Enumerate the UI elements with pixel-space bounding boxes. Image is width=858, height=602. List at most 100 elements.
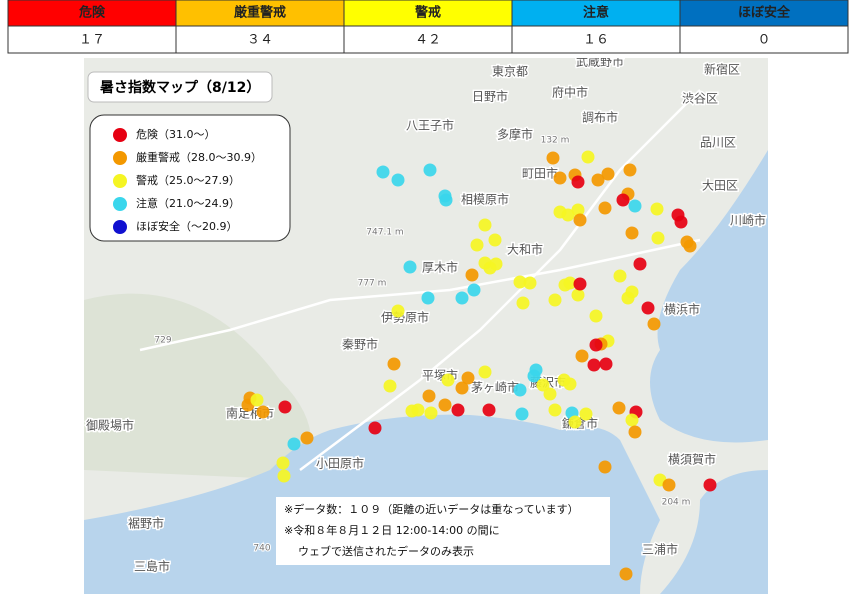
elevation-label: 132 m — [541, 136, 570, 146]
elevation-label: 729 — [154, 336, 171, 346]
place-label: 品川区 — [700, 136, 736, 150]
data-dot — [513, 383, 527, 397]
count-cell — [343, 25, 513, 54]
data-dot — [598, 460, 612, 474]
data-dot — [478, 218, 492, 232]
data-dot — [368, 421, 382, 435]
header-cell — [679, 0, 849, 27]
header-label: 厳重警戒 — [234, 5, 286, 21]
place-label: 八王子市 — [406, 118, 454, 133]
data-dot — [575, 349, 589, 363]
data-dot — [300, 431, 314, 445]
count-value: ０ — [757, 33, 770, 48]
data-dot — [641, 301, 655, 315]
legend-label: ほぼ安全（～20.9） — [136, 219, 238, 233]
data-dot — [256, 405, 270, 419]
data-dot — [516, 296, 530, 310]
elevation-label: 740 — [253, 544, 270, 554]
data-dot — [411, 403, 425, 417]
place-label: 府中市 — [552, 85, 588, 100]
legend-label: 警戒（25.0～27.9） — [136, 173, 240, 187]
place-label: 茅ヶ崎市 — [471, 380, 519, 395]
place-label: 秦野市 — [342, 337, 378, 352]
place-label: 川崎市 — [730, 213, 766, 228]
bay — [650, 150, 768, 443]
data-dot — [571, 288, 585, 302]
data-dot — [423, 163, 437, 177]
count-cell — [7, 25, 177, 54]
place-label: 裾野市 — [128, 516, 164, 531]
data-dot — [467, 283, 481, 297]
road — [299, 89, 701, 471]
place-label: 調布市 — [582, 110, 618, 125]
note-text: ウェブで送信されたデータのみ表示 — [298, 544, 474, 558]
header-label: 危険 — [79, 5, 106, 21]
data-dot — [548, 293, 562, 307]
data-dot — [579, 407, 593, 421]
data-dot — [515, 407, 529, 421]
data-dot — [461, 371, 475, 385]
legend-label: 厳重警戒（28.0～30.9） — [136, 150, 262, 164]
place-label: 大田区 — [702, 179, 738, 193]
count-cell — [679, 25, 849, 54]
data-dot — [587, 358, 601, 372]
data-dot — [612, 401, 626, 415]
place-label: 三浦市 — [642, 542, 678, 557]
data-dot — [625, 226, 639, 240]
header-label: 警戒 — [415, 5, 441, 21]
data-dot — [387, 357, 401, 371]
place-label: 多摩市 — [497, 127, 533, 142]
data-dot — [250, 393, 264, 407]
data-dot — [558, 278, 572, 292]
data-dot — [581, 150, 595, 164]
place-label: 武蔵野市 — [576, 54, 624, 69]
data-dot — [276, 456, 290, 470]
data-dot — [403, 260, 417, 274]
legend-box — [89, 114, 291, 242]
data-dot — [662, 478, 676, 492]
data-dot — [633, 257, 647, 271]
data-dot — [546, 151, 560, 165]
hills — [84, 293, 312, 480]
data-dot — [598, 201, 612, 215]
data-dot — [568, 415, 582, 429]
data-dot — [527, 369, 541, 383]
sea — [660, 470, 768, 594]
data-dot — [601, 167, 615, 181]
data-dot — [599, 357, 613, 371]
legend-dot — [113, 151, 127, 165]
count-table: 危険 １７ 厳重警戒 ３４ 警戒 ４２ 注意 １６ ほぼ安全 ０ — [7, 0, 849, 54]
place-label: 日野市 — [472, 89, 508, 104]
count-value: ４２ — [415, 33, 441, 48]
header-label: 注意 — [583, 5, 609, 21]
data-dot — [424, 406, 438, 420]
data-dot — [478, 365, 492, 379]
data-dot — [391, 173, 405, 187]
data-dot — [589, 309, 603, 323]
elevation-label: 777 m — [358, 279, 387, 289]
data-dot — [628, 425, 642, 439]
place-label: 相模原市 — [461, 192, 509, 207]
count-value: １６ — [583, 33, 609, 48]
data-dot — [455, 291, 469, 305]
place-label: 町田市 — [522, 166, 558, 181]
map-title: 暑さ指数マップ（8/12） — [100, 79, 260, 96]
data-dot — [543, 387, 557, 401]
legend-label: 注意（21.0～24.9） — [136, 196, 240, 210]
data-dot — [571, 175, 585, 189]
data-dot — [591, 173, 605, 187]
elevation-label: 747.1 m — [366, 228, 403, 238]
data-dot — [513, 275, 527, 289]
data-dot — [287, 437, 301, 451]
data-dot — [391, 304, 405, 318]
data-dot — [277, 469, 291, 483]
data-dot — [563, 377, 577, 391]
data-dot — [438, 398, 452, 412]
place-label: 三島市 — [134, 559, 170, 574]
data-dot — [589, 338, 603, 352]
count-value: ３４ — [247, 33, 273, 48]
place-label: 小田原市 — [316, 456, 364, 471]
data-dot — [571, 203, 585, 217]
